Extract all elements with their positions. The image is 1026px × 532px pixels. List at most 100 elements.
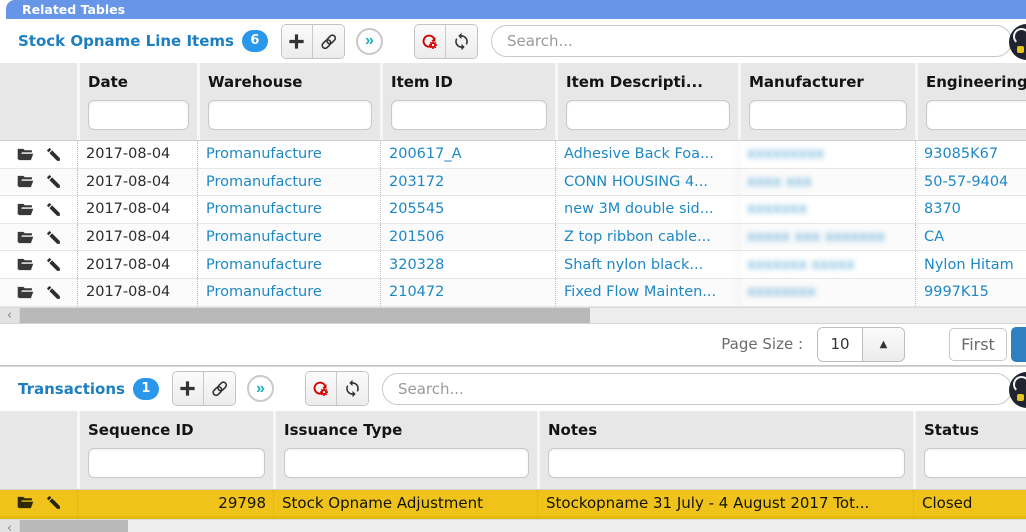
sync-gear-icon bbox=[311, 379, 330, 398]
date-filter-input[interactable] bbox=[88, 100, 189, 130]
issuance-type-cell: Stock Opname Adjustment bbox=[273, 489, 537, 516]
manufacturer-cell-redacted: xxxxxxxx bbox=[738, 278, 915, 306]
edit-record-icon[interactable] bbox=[45, 284, 62, 301]
date-cell: 2017-08-04 bbox=[77, 278, 197, 306]
table-row[interactable]: 2017-08-04 Promanufacture 203172 CONN HO… bbox=[0, 168, 1026, 197]
warehouse-filter-input[interactable] bbox=[208, 100, 372, 130]
line-items-search-input[interactable] bbox=[490, 25, 1012, 57]
line-items-header: Date Warehouse Item ID Item Descripti...… bbox=[0, 63, 1026, 141]
engineering-link[interactable]: Nylon Hitam bbox=[915, 251, 1026, 278]
add-transaction-button[interactable] bbox=[172, 372, 204, 406]
item-id-link[interactable]: 203172 bbox=[380, 168, 555, 196]
warehouse-link[interactable]: Promanufacture bbox=[197, 168, 380, 196]
column-actions bbox=[0, 63, 77, 140]
engineering-link[interactable]: 8370 bbox=[915, 196, 1026, 223]
open-record-icon[interactable] bbox=[17, 284, 34, 301]
column-manufacturer: Manufacturer bbox=[738, 63, 915, 140]
page-size-value: 10 bbox=[818, 327, 863, 361]
options-icon[interactable] bbox=[1009, 371, 1026, 408]
scroll-left-button[interactable]: ‹ bbox=[0, 307, 20, 323]
scrollbar-thumb[interactable] bbox=[20, 519, 128, 532]
item-description-link[interactable]: Fixed Flow Mainten... bbox=[555, 278, 738, 306]
issuance-type-filter-input[interactable] bbox=[284, 447, 529, 478]
open-record-icon[interactable] bbox=[17, 173, 34, 190]
item-description-filter-input[interactable] bbox=[566, 100, 730, 130]
warehouse-link[interactable]: Promanufacture bbox=[197, 196, 380, 223]
open-record-icon[interactable] bbox=[17, 229, 34, 246]
warehouse-link[interactable]: Promanufacture bbox=[197, 223, 380, 251]
edit-record-icon[interactable] bbox=[45, 256, 62, 273]
options-icon[interactable] bbox=[1009, 24, 1026, 60]
item-description-link[interactable]: Adhesive Back Foa... bbox=[555, 141, 738, 168]
warehouse-link[interactable]: Promanufacture bbox=[197, 251, 380, 278]
panel-titlebar: Related Tables bbox=[6, 0, 1026, 19]
item-id-link[interactable]: 320328 bbox=[380, 251, 555, 278]
item-description-link[interactable]: Z top ribbon cable... bbox=[555, 223, 738, 251]
item-id-link[interactable]: 201506 bbox=[380, 223, 555, 251]
table-row[interactable]: 2017-08-04 Promanufacture 320328 Shaft n… bbox=[0, 251, 1026, 279]
manufacturer-cell-redacted: xxxxxxx bbox=[738, 196, 915, 223]
panel-title: Related Tables bbox=[22, 2, 126, 17]
sequence-id-cell: 29798 bbox=[77, 489, 273, 516]
refresh-button[interactable] bbox=[445, 24, 477, 58]
manufacturer-cell-redacted: xxxxxxxxx bbox=[738, 141, 915, 168]
transactions-action-group bbox=[171, 371, 236, 407]
date-cell: 2017-08-04 bbox=[77, 141, 197, 168]
edit-record-icon[interactable] bbox=[45, 173, 62, 190]
notes-filter-input[interactable] bbox=[548, 447, 905, 478]
item-description-link[interactable]: CONN HOUSING 4... bbox=[555, 168, 738, 196]
table-row[interactable]: 2017-08-04 Promanufacture 201506 Z top r… bbox=[0, 223, 1026, 252]
sequence-id-filter-input[interactable] bbox=[88, 447, 265, 478]
line-items-toolbar: Stock Opname Line Items 6 » bbox=[0, 19, 1026, 63]
scrollbar-thumb[interactable] bbox=[20, 307, 590, 323]
edit-record-icon[interactable] bbox=[45, 146, 62, 163]
add-line-item-button[interactable] bbox=[281, 24, 313, 58]
warehouse-link[interactable]: Promanufacture bbox=[197, 278, 380, 306]
warehouse-link[interactable]: Promanufacture bbox=[197, 141, 380, 168]
notes-cell: Stockopname 31 July - 4 August 2017 Tot.… bbox=[537, 489, 913, 516]
item-id-link[interactable]: 200617_A bbox=[380, 141, 555, 168]
open-record-icon[interactable] bbox=[17, 256, 34, 273]
link-transaction-button[interactable] bbox=[203, 372, 235, 406]
edit-record-icon[interactable] bbox=[45, 201, 62, 218]
table-row[interactable]: 2017-08-04 Promanufacture 200617_A Adhes… bbox=[0, 141, 1026, 169]
item-id-link[interactable]: 205545 bbox=[380, 196, 555, 223]
status-filter-input[interactable] bbox=[924, 447, 1026, 478]
reload-config-button[interactable] bbox=[414, 24, 446, 58]
open-record-icon[interactable] bbox=[17, 146, 34, 163]
page-size-up-button[interactable]: ▲ bbox=[863, 327, 904, 361]
engineering-link[interactable]: 9997K15 bbox=[915, 278, 1026, 306]
engineering-filter-input[interactable] bbox=[926, 100, 1026, 130]
reload-config-button[interactable] bbox=[305, 372, 337, 406]
link-line-item-button[interactable] bbox=[312, 24, 344, 58]
engineering-link[interactable]: 50-57-9404 bbox=[915, 168, 1026, 196]
edit-record-icon[interactable] bbox=[45, 229, 62, 246]
first-page-button[interactable]: First bbox=[949, 327, 1007, 361]
manufacturer-filter-input[interactable] bbox=[749, 100, 907, 130]
scroll-left-button[interactable]: ‹ bbox=[0, 519, 20, 532]
table-row[interactable]: 2017-08-04 Promanufacture 205545 new 3M … bbox=[0, 196, 1026, 224]
expand-actions-button[interactable]: » bbox=[246, 375, 274, 403]
date-cell: 2017-08-04 bbox=[77, 223, 197, 251]
item-description-link[interactable]: Shaft nylon black... bbox=[555, 251, 738, 278]
item-id-link[interactable]: 210472 bbox=[380, 278, 555, 306]
expand-actions-button[interactable]: » bbox=[355, 27, 383, 55]
page-size-control: 10 ▲ bbox=[817, 326, 905, 362]
table-row[interactable]: 2017-08-04 Promanufacture 210472 Fixed F… bbox=[0, 278, 1026, 307]
engineering-link[interactable]: CA bbox=[915, 223, 1026, 251]
column-notes: Notes bbox=[537, 410, 913, 489]
item-id-filter-input[interactable] bbox=[391, 100, 547, 130]
transactions-search-input[interactable] bbox=[381, 372, 1012, 405]
open-record-icon[interactable] bbox=[17, 494, 34, 511]
triangle-up-icon: ▲ bbox=[879, 338, 888, 350]
refresh-button[interactable] bbox=[336, 372, 368, 406]
edit-record-icon[interactable] bbox=[45, 494, 62, 511]
transactions-toolbar: Transactions 1 » bbox=[0, 365, 1026, 411]
item-description-link[interactable]: new 3M double sid... bbox=[555, 196, 738, 223]
open-record-icon[interactable] bbox=[17, 201, 34, 218]
active-page-button[interactable]: 1 bbox=[1011, 326, 1026, 362]
manufacturer-cell-redacted: xxxxx xxx xxxxxxx bbox=[738, 223, 915, 251]
transaction-row-selected[interactable]: 29798 Stock Opname Adjustment Stockopnam… bbox=[0, 489, 1026, 519]
engineering-link[interactable]: 93085K67 bbox=[915, 141, 1026, 168]
